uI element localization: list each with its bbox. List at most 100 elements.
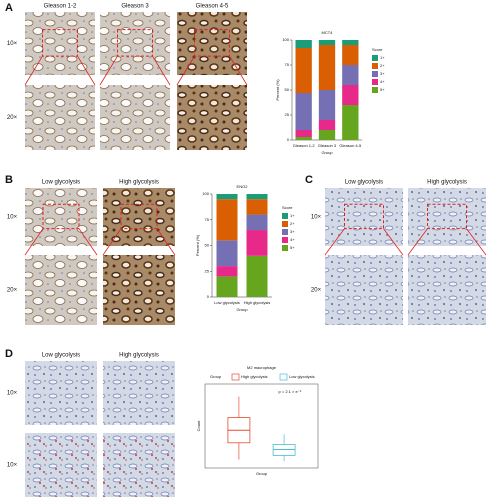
zoom-line bbox=[78, 228, 98, 256]
y-axis-label: Percent (%) bbox=[195, 234, 200, 256]
legend-swatch bbox=[282, 237, 288, 243]
micrograph bbox=[325, 255, 403, 325]
micrograph bbox=[25, 255, 97, 325]
legend-label: 2+ bbox=[290, 221, 295, 226]
x-tick-label: High glycolysis bbox=[244, 300, 270, 305]
zoom-line bbox=[102, 228, 122, 256]
x-tick-label: Low glycolysis bbox=[214, 300, 240, 305]
y-tick-label: 0 bbox=[207, 294, 210, 299]
zoom-box bbox=[42, 29, 78, 57]
legend-swatch bbox=[372, 87, 378, 93]
legend-swatch bbox=[372, 55, 378, 61]
zoom-line bbox=[152, 55, 171, 86]
y-axis-label: Percent (%) bbox=[275, 79, 280, 101]
micrograph bbox=[25, 85, 95, 150]
bar-segment bbox=[342, 105, 359, 140]
y-tick-label: 25 bbox=[285, 112, 290, 117]
y-tick-label: 100 bbox=[202, 191, 209, 196]
zoom-box bbox=[42, 203, 80, 230]
panel-label: A bbox=[5, 2, 13, 14]
zoom-line bbox=[407, 228, 428, 256]
bar-segment bbox=[295, 40, 312, 48]
zoom-line bbox=[156, 228, 176, 256]
bar-segment bbox=[342, 85, 359, 105]
y-tick-label: 100 bbox=[282, 37, 289, 42]
zoom-line bbox=[383, 228, 404, 256]
legend-label: 5+ bbox=[380, 87, 385, 92]
y-tick-label: 75 bbox=[205, 217, 210, 222]
legend-label: 1+ bbox=[380, 55, 385, 60]
bar-segment bbox=[246, 199, 268, 215]
bar-segment bbox=[246, 230, 268, 256]
column-label: Gleason 1-2 bbox=[44, 4, 77, 10]
annotation: p = 2.1 × e⁻⁶ bbox=[279, 389, 302, 394]
bar-segment bbox=[216, 240, 238, 267]
micrograph bbox=[103, 188, 175, 246]
y-axis-label: Count bbox=[196, 420, 201, 432]
zoom-box bbox=[427, 203, 467, 230]
zoom-line bbox=[99, 55, 118, 86]
zoom-box bbox=[117, 29, 153, 57]
micrograph bbox=[103, 361, 175, 425]
bar-segment bbox=[246, 214, 268, 231]
row-label: 10× bbox=[311, 215, 322, 221]
legend-label: High glycolysis bbox=[241, 374, 267, 379]
micrograph bbox=[177, 85, 247, 150]
bar-segment bbox=[318, 130, 336, 140]
micrograph bbox=[25, 361, 97, 425]
micrograph bbox=[177, 12, 247, 75]
micrograph bbox=[25, 188, 97, 246]
column-label: Low glycolysis bbox=[42, 180, 80, 186]
zoom-line bbox=[24, 228, 44, 256]
bar-segment bbox=[216, 266, 238, 277]
bar-segment bbox=[342, 40, 359, 45]
bar-segment bbox=[318, 90, 336, 120]
column-label: Low glycolysis bbox=[42, 353, 80, 359]
y-tick-label: 50 bbox=[205, 243, 210, 248]
column-label: High glycolysis bbox=[119, 353, 159, 359]
bar-segment bbox=[295, 48, 312, 93]
bar-segment bbox=[342, 65, 359, 85]
zoom-box bbox=[120, 203, 158, 230]
micrograph bbox=[25, 12, 95, 75]
legend-title: Score bbox=[372, 47, 383, 52]
y-tick-label: 0 bbox=[287, 137, 290, 142]
micrograph bbox=[103, 255, 175, 325]
legend-label: 2+ bbox=[380, 63, 385, 68]
legend-label: 3+ bbox=[290, 229, 295, 234]
micrograph bbox=[25, 433, 97, 497]
bar-segment bbox=[295, 130, 312, 137]
x-axis-label: Group bbox=[236, 307, 248, 312]
panel-label: D bbox=[5, 348, 13, 360]
legend-swatch bbox=[282, 213, 288, 219]
legend-swatch bbox=[282, 245, 288, 251]
bar-segment bbox=[318, 45, 336, 90]
bar-segment bbox=[246, 194, 268, 200]
row-label: 10× bbox=[7, 41, 18, 47]
bar-segment bbox=[318, 40, 336, 45]
bar-segment bbox=[246, 255, 268, 297]
row-label: 10× bbox=[7, 391, 18, 397]
legend-swatch bbox=[372, 71, 378, 77]
chart-title: ENO2 bbox=[237, 184, 249, 189]
micrograph bbox=[103, 433, 175, 497]
column-label: Gleason 3 bbox=[121, 4, 149, 10]
row-label: 20× bbox=[7, 115, 18, 121]
zoom-line bbox=[229, 55, 248, 86]
y-tick-label: 50 bbox=[285, 87, 290, 92]
zoom-box bbox=[344, 203, 384, 230]
zoom-line bbox=[324, 228, 345, 256]
micrograph bbox=[408, 255, 486, 325]
legend-label: 4+ bbox=[290, 237, 295, 242]
row-label: 20× bbox=[311, 288, 322, 294]
zoom-line bbox=[24, 55, 43, 86]
legend-swatch bbox=[372, 63, 378, 69]
column-label: Low glycolysis bbox=[345, 180, 383, 186]
bar-segment bbox=[342, 45, 359, 65]
legend-label: Low glycolysis bbox=[289, 374, 315, 379]
plot-frame bbox=[204, 383, 319, 469]
column-label: High glycolysis bbox=[427, 180, 467, 186]
column-label: Gleason 4-5 bbox=[196, 4, 229, 10]
y-tick-label: 25 bbox=[205, 268, 210, 273]
